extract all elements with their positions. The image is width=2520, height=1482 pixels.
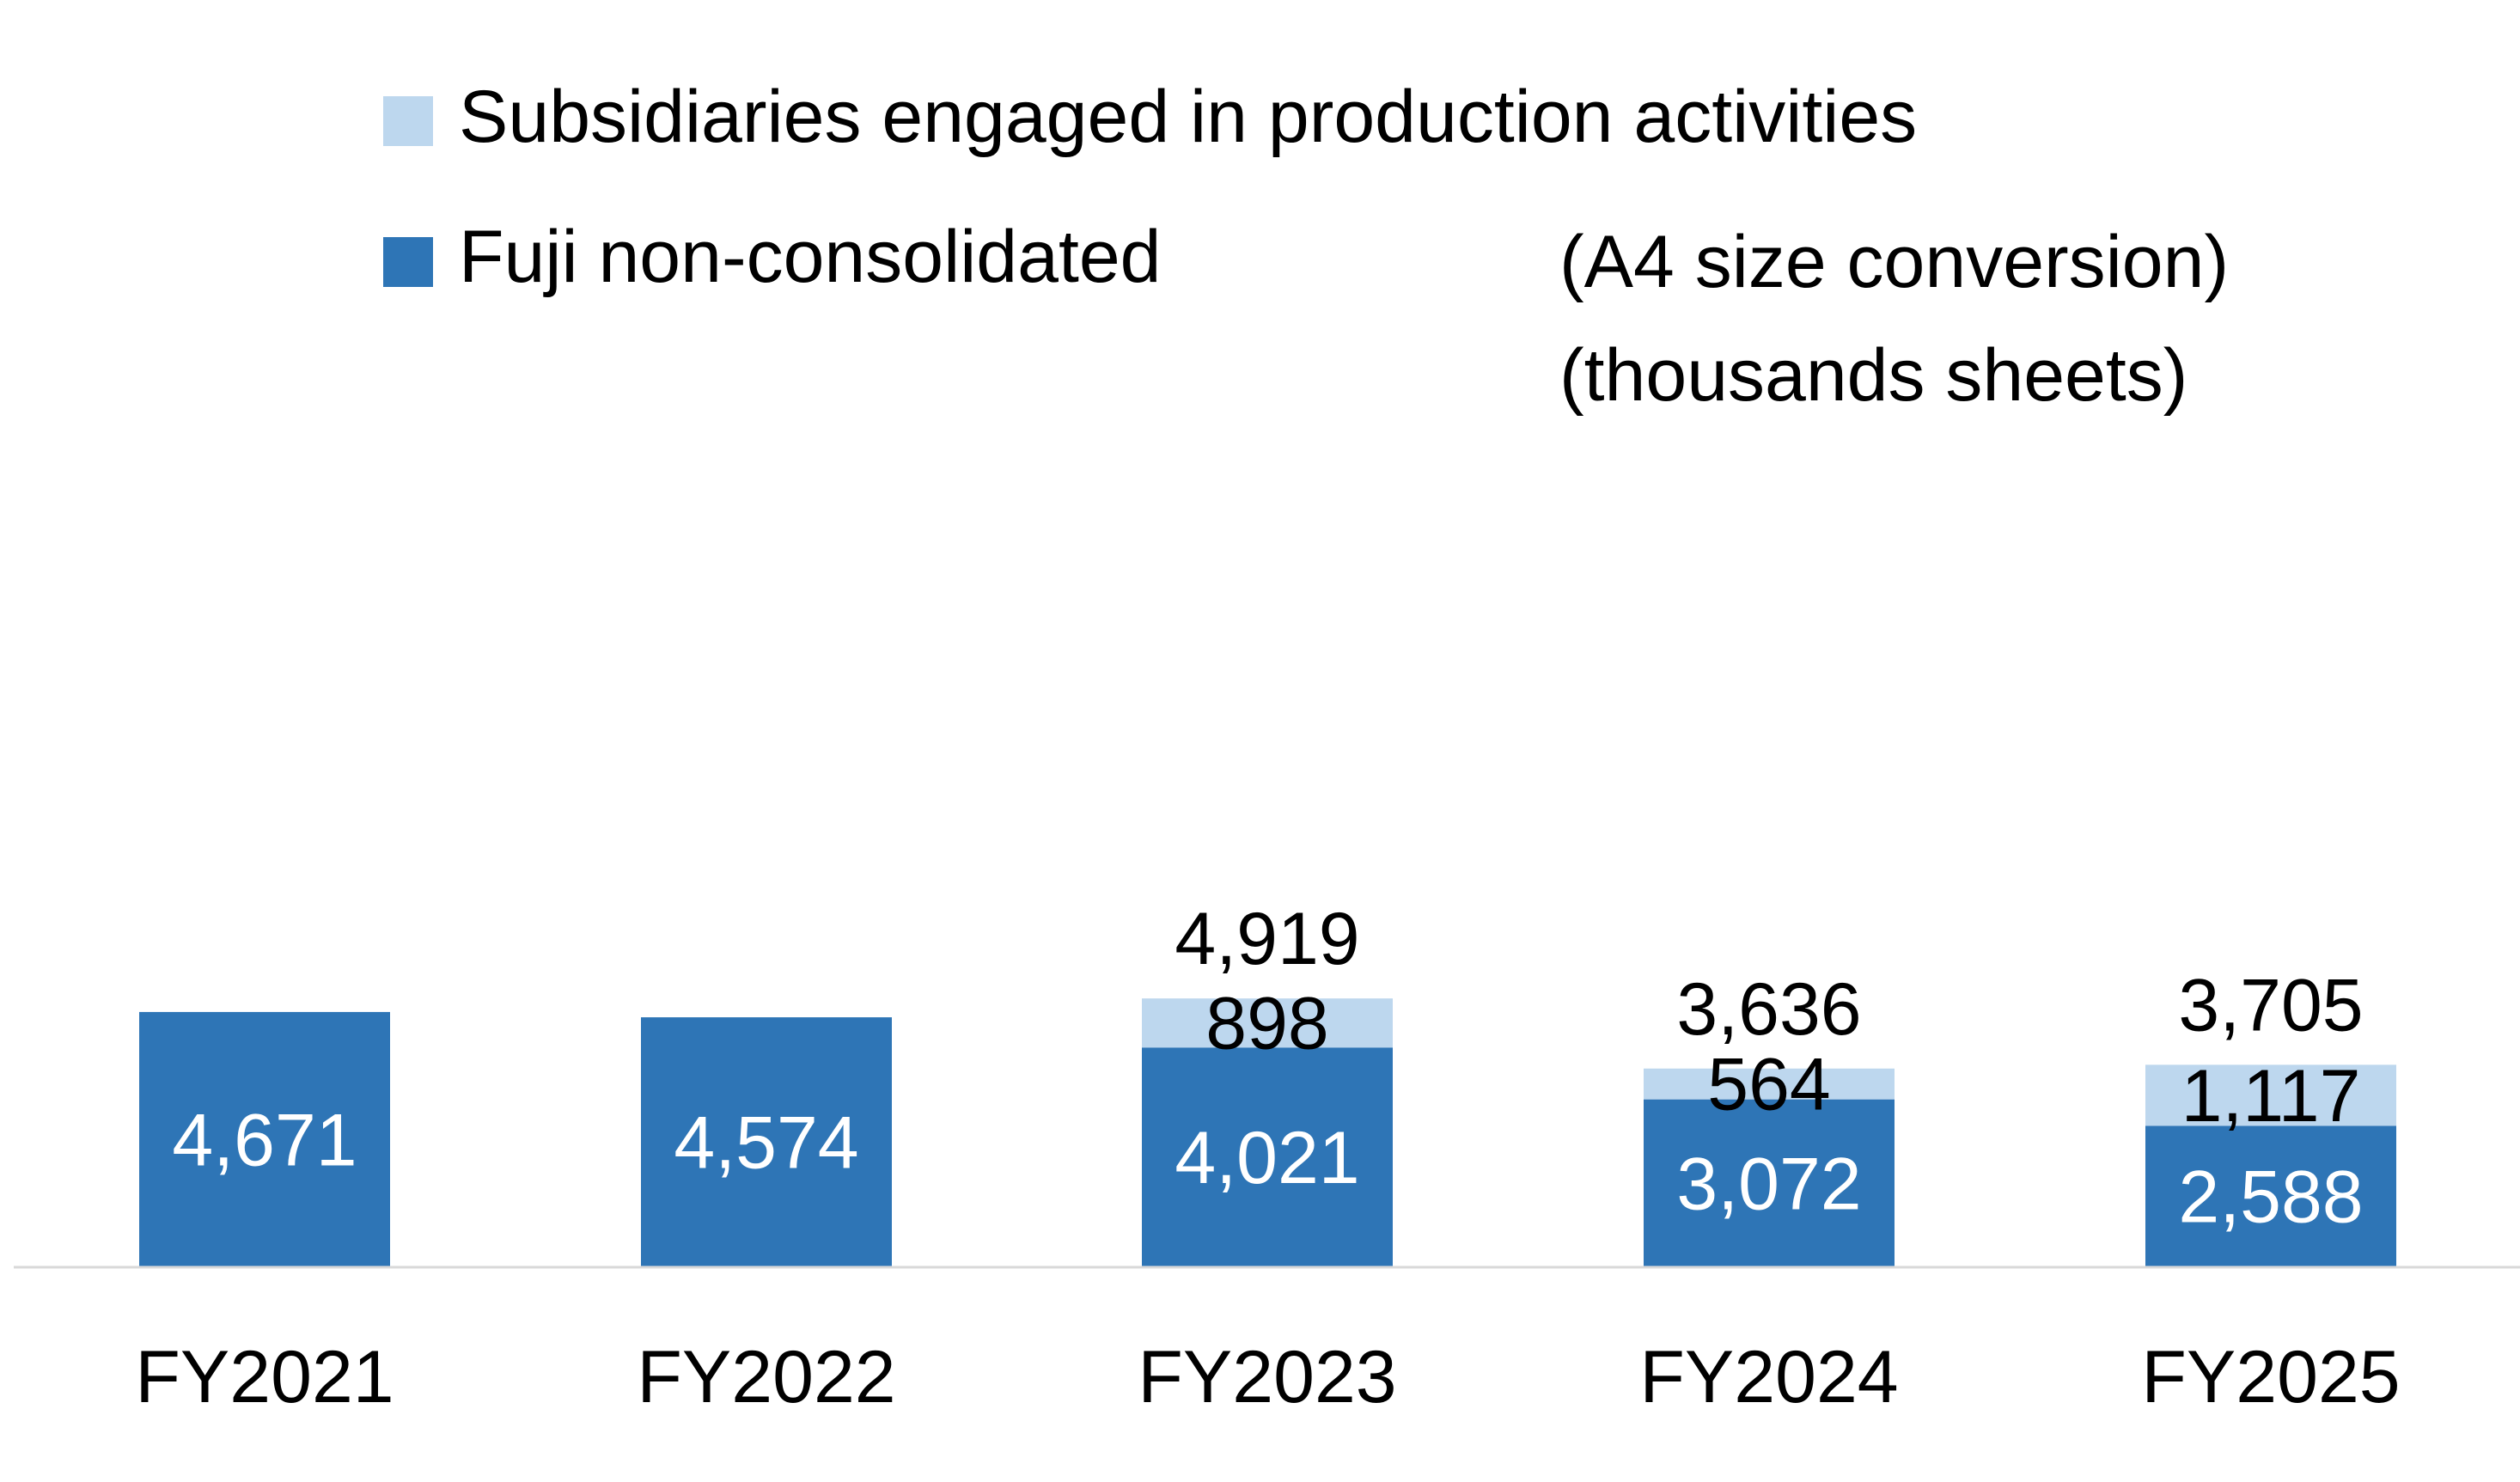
data-label-total-FY2025: 3,705 — [2178, 964, 2363, 1046]
bar-subsidiaries-FY2025 — [2145, 1064, 2396, 1126]
bars — [139, 998, 2396, 1267]
data-label-total-FY2024: 3,636 — [1676, 968, 1861, 1051]
x-tick-label-FY2021: FY2021 — [135, 1336, 394, 1418]
unit-note: (A4 size conversion) (thousands sheets) — [1559, 221, 2229, 417]
data-label-subsidiaries-FY2024: 564 — [1707, 1044, 1831, 1126]
legend-swatch-subsidiaries — [383, 96, 433, 146]
data-label-subsidiaries-FY2025: 1,117 — [2181, 1055, 2361, 1137]
bar-fuji-FY2024 — [1644, 1099, 1895, 1267]
x-axis-ticks: FY2021 FY2022 FY2023 FY2024 FY2025 — [135, 1336, 2400, 1418]
unit-line-1: (A4 size conversion) — [1559, 221, 2229, 303]
x-tick-label-FY2025: FY2025 — [2141, 1336, 2400, 1418]
x-tick-label-FY2024: FY2024 — [1639, 1336, 1898, 1418]
legend-label-fuji: Fuji non-consolidated — [459, 216, 1162, 298]
data-label-fuji-FY2024: 3,072 — [1676, 1143, 1861, 1225]
unit-line-2: (thousands sheets) — [1559, 334, 2187, 417]
data-label-fuji-FY2021: 4,671 — [172, 1099, 357, 1181]
data-label-fuji-FY2022: 4,574 — [674, 1102, 858, 1185]
data-label-fuji-FY2023: 4,021 — [1175, 1117, 1359, 1199]
data-label-total-FY2023: 4,919 — [1175, 898, 1359, 980]
legend-label-subsidiaries: Subsidiaries engaged in production activ… — [459, 76, 1917, 158]
x-tick-label-FY2022: FY2022 — [637, 1336, 895, 1418]
bar-fuji-FY2025 — [2145, 1125, 2396, 1267]
data-label-subsidiaries-FY2023: 898 — [1205, 983, 1329, 1065]
bar-fuji-FY2021 — [139, 1011, 390, 1267]
bar-subsidiaries-FY2023 — [1142, 998, 1393, 1048]
legend: Subsidiaries engaged in production activ… — [383, 76, 1917, 298]
legend-swatch-fuji — [383, 237, 433, 287]
x-tick-label-FY2023: FY2023 — [1138, 1336, 1396, 1418]
data-label-fuji-FY2025: 2,588 — [2178, 1156, 2363, 1239]
bar-fuji-FY2022 — [641, 1017, 892, 1267]
bar-fuji-FY2023 — [1142, 1047, 1393, 1267]
bar-subsidiaries-FY2024 — [1644, 1068, 1895, 1100]
